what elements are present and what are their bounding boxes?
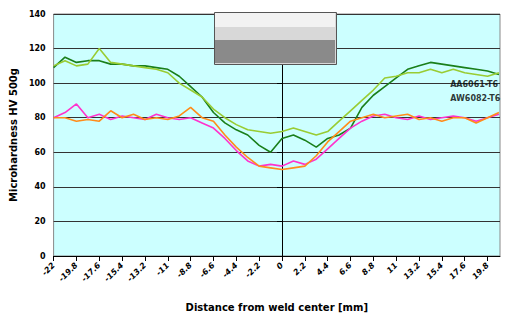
svg-text:-22: -22 (40, 261, 57, 278)
svg-text:-4.4: -4.4 (221, 261, 240, 280)
svg-text:-2.2: -2.2 (244, 261, 263, 280)
svg-text:100: 100 (29, 79, 46, 88)
svg-text:-8.8: -8.8 (175, 261, 194, 280)
svg-text:15.4: 15.4 (425, 261, 446, 282)
svg-text:60: 60 (34, 148, 46, 157)
svg-text:-19.8: -19.8 (57, 261, 80, 284)
svg-text:11: 11 (385, 261, 399, 275)
svg-text:20: 20 (34, 217, 46, 226)
svg-text:40: 40 (34, 182, 46, 191)
svg-text:8.8: 8.8 (360, 261, 377, 278)
svg-text:80: 80 (34, 113, 46, 122)
svg-text:-11: -11 (154, 261, 171, 278)
svg-text:4.4: 4.4 (314, 261, 331, 278)
svg-text:13.2: 13.2 (402, 261, 423, 282)
svg-text:Microhardness HV 500g: Microhardness HV 500g (8, 68, 19, 202)
svg-text:120: 120 (29, 44, 46, 53)
svg-text:0: 0 (40, 252, 46, 261)
svg-text:17.6: 17.6 (448, 261, 469, 282)
svg-text:AW6082-T6: AW6082-T6 (450, 94, 501, 103)
svg-text:Distance from weld center [mm]: Distance from weld center [mm] (186, 302, 368, 313)
svg-text:-15.4: -15.4 (103, 261, 126, 284)
svg-text:-17.6: -17.6 (80, 261, 103, 284)
svg-text:19.8: 19.8 (470, 261, 491, 282)
svg-text:0: 0 (275, 261, 286, 272)
svg-text:AA6061-T6: AA6061-T6 (450, 80, 498, 89)
svg-text:140: 140 (29, 10, 46, 19)
svg-text:-6.6: -6.6 (198, 261, 217, 280)
svg-text:2.2: 2.2 (292, 261, 309, 278)
svg-text:6.6: 6.6 (337, 261, 354, 278)
svg-text:-13.2: -13.2 (125, 261, 148, 284)
